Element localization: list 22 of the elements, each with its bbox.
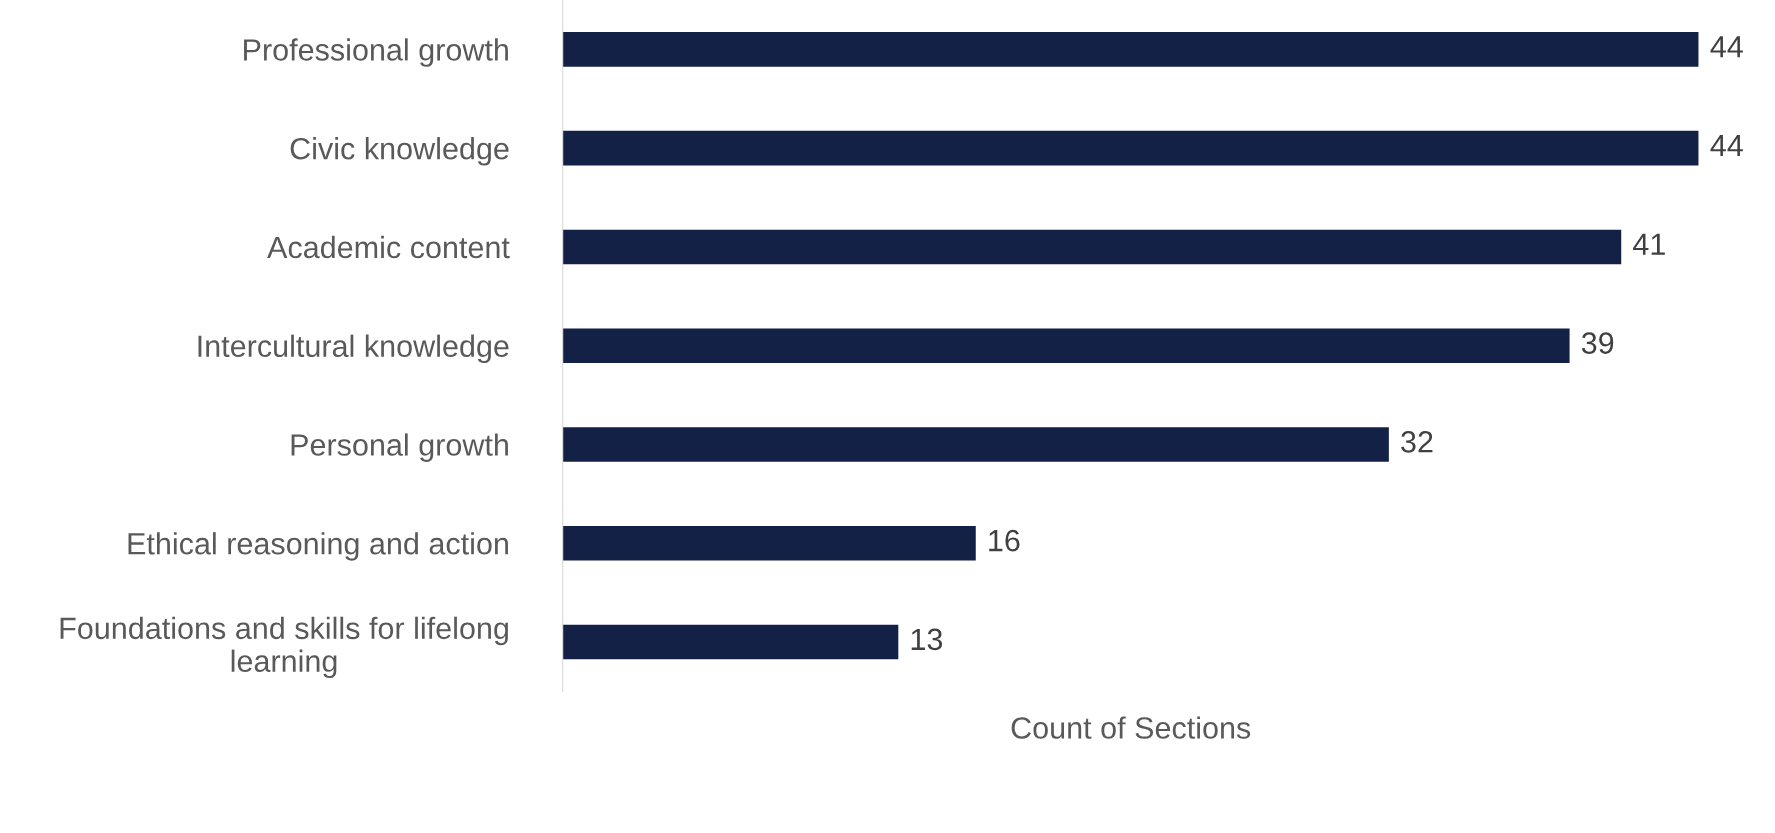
bar bbox=[562, 229, 1622, 265]
x-axis-title: Count of Sections bbox=[1011, 716, 1251, 739]
y-tick-label: Ethical reasoning and action bbox=[128, 532, 508, 561]
bar bbox=[562, 427, 1389, 462]
bar bbox=[562, 130, 1699, 166]
data-label: 41 bbox=[1633, 233, 1665, 255]
y-tick-label: Professional growth bbox=[244, 38, 508, 67]
bar bbox=[562, 328, 1570, 363]
y-tick-label: Personal growth bbox=[291, 433, 508, 462]
data-label: 39 bbox=[1581, 332, 1614, 354]
y-tick-label: Civic knowledge bbox=[290, 137, 509, 166]
y-tick-label: Foundations and skills for lifelong learning bbox=[60, 616, 508, 679]
bar bbox=[562, 624, 899, 660]
data-label: 44 bbox=[1710, 36, 1743, 58]
bar bbox=[562, 525, 976, 561]
data-label: 44 bbox=[1710, 135, 1743, 157]
bar bbox=[562, 32, 1699, 67]
data-label: 32 bbox=[1401, 431, 1433, 453]
y-tick-label: Academic content bbox=[267, 235, 510, 259]
data-label: 13 bbox=[911, 628, 943, 651]
y-tick-label: Intercultural knowledge bbox=[198, 334, 509, 364]
data-label: 16 bbox=[989, 529, 1020, 552]
